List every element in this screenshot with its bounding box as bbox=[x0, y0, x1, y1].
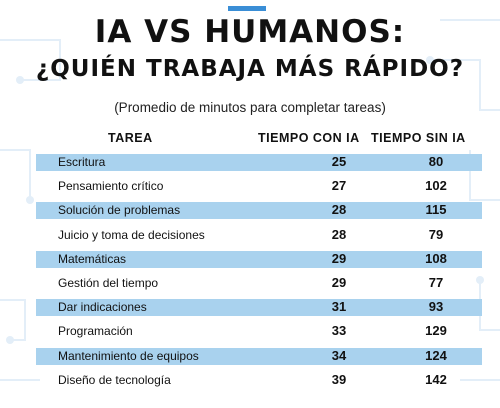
table-row: Matemáticas 29 108 bbox=[36, 250, 482, 268]
task-name: Gestión del tiempo bbox=[58, 276, 159, 290]
table-row: Pensamiento crítico 27 102 bbox=[36, 178, 482, 195]
time-with-ai-value: 27 bbox=[331, 178, 347, 194]
time-without-ai-value: 80 bbox=[428, 154, 444, 169]
time-without-ai-value: 77 bbox=[428, 275, 444, 290]
time-without-ai-value: 124 bbox=[425, 347, 447, 363]
title-line-1: IA VS HUMANOS: bbox=[94, 14, 406, 50]
table-row: Dar indicaciones 31 93 bbox=[36, 299, 482, 317]
time-with-ai-value: 33 bbox=[331, 323, 347, 339]
table-row: Escritura 25 80 bbox=[36, 154, 482, 171]
time-with-ai-value: 29 bbox=[331, 275, 347, 290]
task-name: Mantenimiento de equipos bbox=[58, 348, 199, 363]
time-with-ai-value: 25 bbox=[331, 154, 347, 169]
time-without-ai-value: 102 bbox=[425, 178, 447, 194]
time-with-ai-value: 34 bbox=[331, 347, 347, 363]
time-with-ai-value: 31 bbox=[331, 299, 347, 315]
column-header-with-ai: TIEMPO CON IA bbox=[258, 131, 360, 145]
task-name: Solución de problemas bbox=[58, 203, 181, 218]
time-without-ai-value: 93 bbox=[428, 299, 444, 315]
time-without-ai-value: 129 bbox=[425, 323, 447, 339]
top-accent-bar bbox=[228, 6, 266, 11]
table-row: Mantenimiento de equipos 34 124 bbox=[36, 347, 482, 365]
title-line-2: ¿QUIÉN TRABAJA MÁS RÁPIDO? bbox=[35, 56, 465, 82]
task-name: Escritura bbox=[58, 155, 106, 169]
time-without-ai-value: 79 bbox=[428, 226, 444, 242]
task-name: Matemáticas bbox=[58, 251, 127, 266]
time-with-ai-value: 28 bbox=[331, 202, 347, 218]
table-row: Gestión del tiempo 29 77 bbox=[36, 275, 482, 292]
time-with-ai-value: 28 bbox=[331, 226, 347, 242]
task-name: Diseño de tecnología bbox=[58, 372, 171, 387]
table-row: Diseño de tecnología 39 142 bbox=[36, 372, 482, 389]
time-without-ai-value: 142 bbox=[425, 371, 447, 387]
task-name: Programación bbox=[58, 324, 133, 339]
time-with-ai-value: 39 bbox=[331, 371, 347, 387]
column-header-task: TAREA bbox=[108, 131, 153, 145]
time-without-ai-value: 108 bbox=[425, 250, 447, 266]
time-with-ai-value: 29 bbox=[331, 250, 347, 266]
table-row: Juicio y toma de decisiones 28 79 bbox=[36, 227, 482, 244]
time-without-ai-value: 115 bbox=[425, 202, 447, 218]
table-row: Programación 33 129 bbox=[36, 323, 482, 340]
column-header-without-ai: TIEMPO SIN IA bbox=[371, 131, 466, 145]
task-name: Dar indicaciones bbox=[58, 300, 147, 315]
table-row: Solución de problemas 28 115 bbox=[36, 202, 482, 220]
task-name: Juicio y toma de decisiones bbox=[58, 227, 205, 242]
subtitle: (Promedio de minutos para completar tare… bbox=[114, 100, 386, 115]
task-name: Pensamiento crítico bbox=[58, 179, 164, 194]
